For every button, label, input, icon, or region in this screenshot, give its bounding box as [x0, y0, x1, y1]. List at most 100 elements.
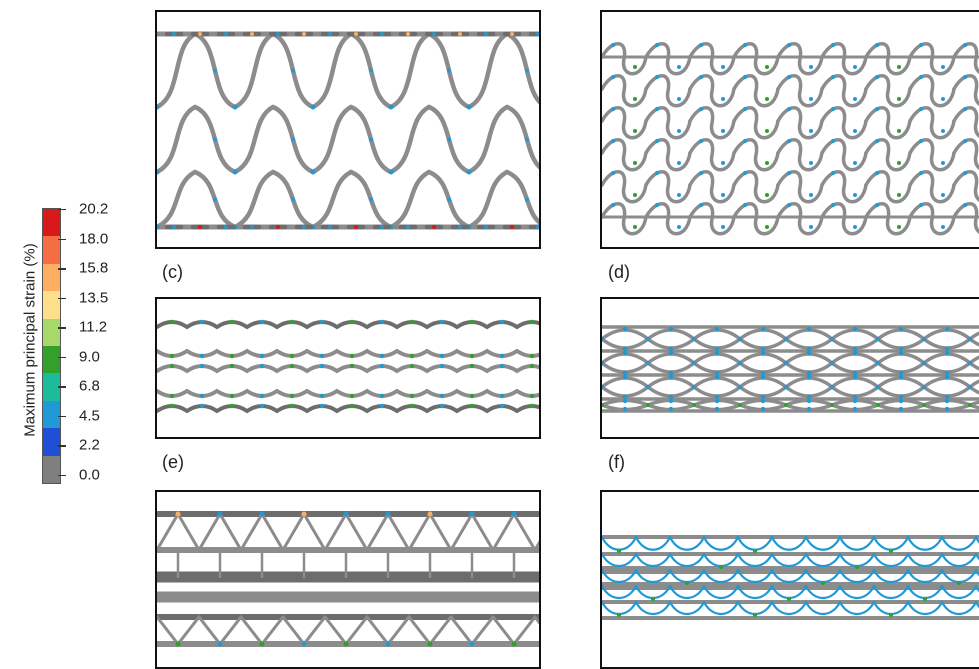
- stent-strut: [602, 352, 650, 365]
- stent-strut: [466, 104, 510, 175]
- strain-hotspot: [484, 32, 488, 36]
- strain-hotspot: [432, 225, 436, 229]
- strain-hotspot: [831, 43, 835, 47]
- strain-hotspot: [276, 225, 280, 229]
- stent-strut: [784, 361, 834, 374]
- strain-hotspot: [349, 353, 355, 359]
- strain-hotspot: [743, 139, 747, 143]
- colorbar-segment: [43, 291, 60, 319]
- strain-hotspot: [963, 139, 967, 143]
- stent-strut: [864, 202, 912, 236]
- stent-strut: [906, 568, 944, 584]
- strain-hotspot: [259, 403, 265, 409]
- strain-hotspot: [668, 394, 674, 400]
- strain-hotspot: [369, 68, 373, 73]
- strain-hotspot: [831, 107, 835, 111]
- strain-hotspot: [919, 203, 923, 207]
- stent-strut: [732, 202, 780, 236]
- strain-hotspot: [963, 43, 967, 47]
- stent-strut: [820, 106, 868, 140]
- strain-hotspot: [409, 353, 415, 359]
- strain-hotspot: [379, 393, 385, 399]
- stent-image: [602, 42, 979, 236]
- stent-strut: [872, 584, 910, 600]
- strain-hotspot: [175, 511, 181, 517]
- strain-hotspot: [876, 361, 880, 365]
- stent-strut: [776, 42, 824, 76]
- strain-hotspot: [432, 32, 436, 36]
- strain-hotspot: [714, 326, 720, 332]
- stent-strut: [239, 615, 285, 647]
- strain-hotspot: [469, 393, 475, 399]
- strain-hotspot: [250, 32, 254, 36]
- strain-hotspot: [289, 393, 295, 399]
- stent-strut: [952, 106, 979, 138]
- stent-strut: [310, 169, 354, 230]
- strain-hotspot: [852, 346, 858, 352]
- strain-hotspot: [714, 346, 720, 352]
- strain-hotspot: [229, 403, 235, 409]
- strain-hotspot: [379, 403, 385, 409]
- strain-hotspot: [853, 97, 857, 101]
- strain-hotspot: [499, 353, 505, 359]
- strain-hotspot: [738, 403, 742, 407]
- strain-hotspot: [922, 361, 926, 365]
- strain-hotspot: [198, 32, 202, 36]
- strain-hotspot: [852, 350, 858, 356]
- stent-strut: [784, 376, 834, 389]
- strain-hotspot: [721, 97, 725, 101]
- stent-strut: [232, 169, 276, 230]
- strain-hotspot: [898, 370, 904, 376]
- strain-hotspot: [760, 398, 766, 404]
- stent-strut: [646, 328, 696, 341]
- stent-strut: [804, 600, 842, 616]
- strain-hotspot: [349, 319, 355, 325]
- strain-hotspot: [853, 225, 857, 229]
- stent-strut: [157, 615, 201, 647]
- stent-image: [602, 535, 979, 620]
- strain-hotspot: [668, 326, 674, 332]
- stent-strut: [804, 535, 842, 551]
- strain-hotspot: [685, 581, 689, 585]
- strain-hotspot: [809, 161, 813, 165]
- strain-hotspot: [291, 197, 295, 202]
- stent-strut: [940, 584, 978, 600]
- stent-strut: [974, 568, 979, 577]
- strain-hotspot: [944, 398, 950, 404]
- strain-hotspot: [897, 65, 901, 69]
- strain-hotspot: [692, 403, 696, 407]
- strain-hotspot: [898, 406, 904, 412]
- stent-ring: [157, 404, 539, 414]
- strain-hotspot: [622, 370, 628, 376]
- stent-strut: [692, 361, 742, 374]
- strain-hotspot: [169, 363, 175, 369]
- strain-hotspot: [806, 326, 812, 332]
- stent-strut: [906, 552, 944, 568]
- stent-panel-e: [155, 490, 541, 669]
- stent-panel-c: [155, 297, 541, 439]
- strain-hotspot: [529, 363, 535, 369]
- stent-strut: [952, 42, 979, 74]
- strain-hotspot: [809, 193, 813, 197]
- strain-legend: Maximum principal strain (%) 20.2 18.0 15.…: [0, 200, 130, 490]
- stent-strut: [776, 106, 824, 140]
- strain-hotspot: [343, 641, 349, 647]
- strain-hotspot: [602, 361, 604, 365]
- stent-strut: [974, 600, 979, 609]
- stent-strut: [602, 42, 648, 76]
- strain-hotspot: [319, 363, 325, 369]
- strain-hotspot: [831, 139, 835, 143]
- strain-hotspot: [806, 350, 812, 356]
- strain-hotspot: [919, 75, 923, 79]
- stent-strut: [864, 106, 912, 140]
- strain-hotspot: [349, 403, 355, 409]
- strain-hotspot: [787, 139, 791, 143]
- strain-hotspot: [617, 549, 621, 553]
- strain-hotspot: [369, 197, 373, 202]
- stent-strut: [952, 74, 979, 106]
- stent-strut: [365, 615, 411, 647]
- strain-hotspot: [855, 565, 859, 569]
- stent-strut: [407, 511, 453, 552]
- strain-hotspot: [968, 361, 972, 365]
- strain-hotspot: [806, 346, 812, 352]
